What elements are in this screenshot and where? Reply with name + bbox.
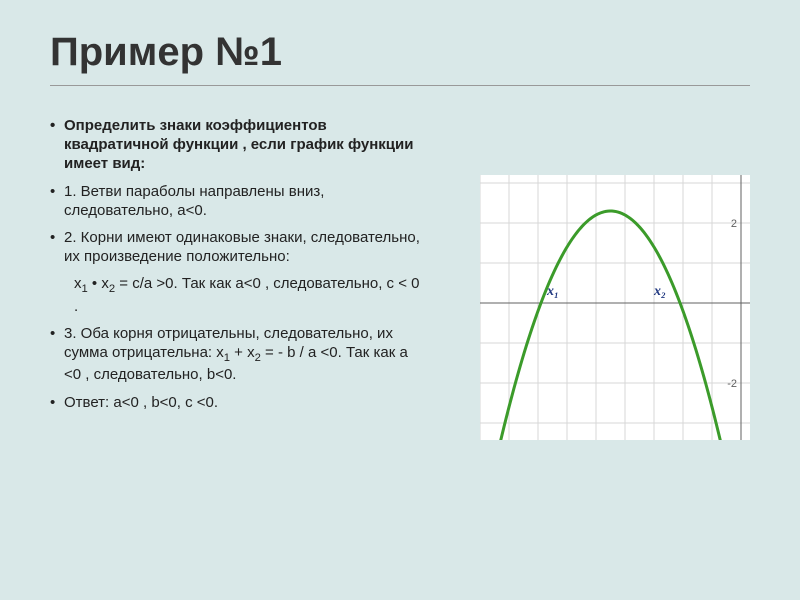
point-2-formula: x1 • x2 = c/a >0. Так как a<0 , следоват… bbox=[50, 274, 420, 316]
parabola-chart: 2 -2 x₁ x₂ bbox=[480, 175, 750, 440]
p3m: + x bbox=[230, 344, 255, 361]
f1p: = c/a >0. Так как a<0 , следовательно, c… bbox=[74, 275, 420, 314]
svg-text:2: 2 bbox=[731, 218, 737, 230]
point-1: 1. Ветви параболы направлены вниз, следо… bbox=[50, 182, 420, 220]
text-column: Определить знаки коэффициентов квадратич… bbox=[50, 116, 420, 420]
f1m: • x bbox=[88, 275, 109, 292]
svg-text:x₁: x₁ bbox=[546, 284, 559, 299]
page-title: Пример №1 bbox=[50, 30, 750, 75]
lead-text: Определить знаки коэффициентов квадратич… bbox=[50, 116, 420, 174]
point-3: 3. Оба корня отрицательны, следовательно… bbox=[50, 324, 420, 385]
chart-panel: 2 -2 x₁ x₂ bbox=[480, 175, 750, 440]
svg-text:-2: -2 bbox=[727, 378, 737, 390]
point-2: 2. Корни имеют одинаковые знаки, следова… bbox=[50, 228, 420, 266]
svg-text:x₂: x₂ bbox=[653, 284, 666, 299]
title-divider bbox=[50, 85, 750, 86]
content-row: Определить знаки коэффициентов квадратич… bbox=[50, 116, 750, 420]
answer: Ответ: a<0 , b<0, c <0. bbox=[50, 393, 420, 412]
f1: x bbox=[74, 275, 82, 292]
